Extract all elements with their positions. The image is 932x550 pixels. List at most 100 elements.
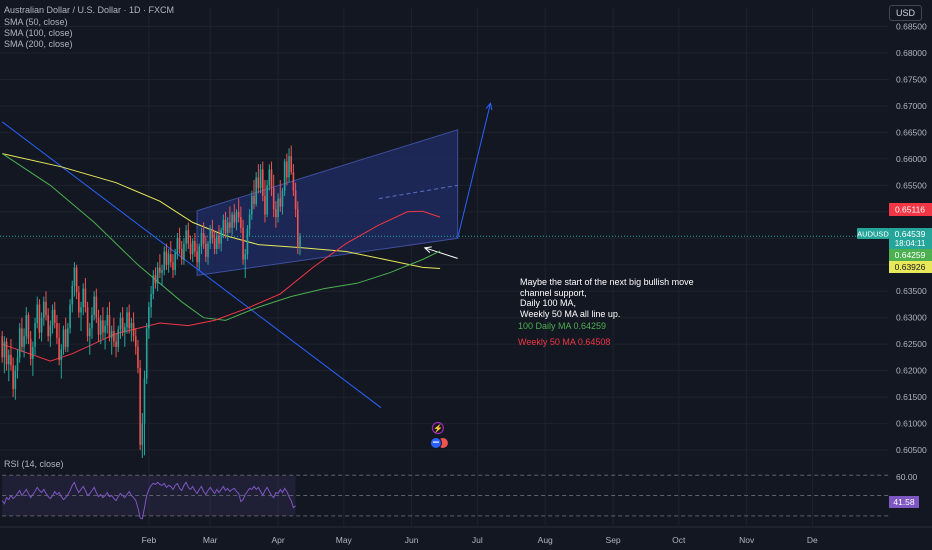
currency-button[interactable]: USD	[888, 5, 922, 21]
candle-body	[93, 296, 95, 316]
channel-midline	[378, 184, 458, 200]
candle-body	[25, 315, 28, 337]
rsi-band	[2, 475, 296, 516]
price-labels: 0.65116 AUDUSD 0.64539 18:04:11 0.64259 …	[857, 203, 932, 508]
candle-body	[113, 330, 115, 342]
indicator-sma-100[interactable]: SMA (100, close)	[4, 28, 73, 38]
candle-body	[205, 243, 207, 257]
candle-body	[69, 304, 71, 329]
channel-fill	[196, 129, 459, 276]
candle-body	[264, 195, 266, 215]
price-label-red: 0.65116	[895, 205, 925, 215]
time-tick-label: May	[336, 535, 353, 545]
lightning-glyph: ⚡	[433, 423, 443, 433]
candle-body	[150, 293, 152, 308]
candle-body	[110, 330, 113, 338]
candle-body	[233, 214, 236, 223]
price-tick-label: 0.60500	[896, 445, 927, 455]
rsi-line	[1, 481, 296, 520]
time-tick-label: Apr	[271, 535, 284, 545]
price-label-red-bg	[889, 203, 932, 216]
candle-body	[45, 301, 47, 316]
candle-body	[167, 254, 170, 265]
candle-body	[290, 156, 293, 173]
indicator-sma-200[interactable]: SMA (200, close)	[4, 39, 73, 49]
time-tick-label: Nov	[739, 535, 755, 545]
candle-body	[5, 341, 8, 365]
price-tick-label: 0.63500	[896, 286, 927, 296]
symbol-label-bg	[857, 228, 889, 239]
event-markers[interactable]: ⚡	[429, 421, 449, 449]
annotation-line: Maybe the start of the next big bullish …	[520, 277, 694, 287]
annotation-ma100: 100 Daily MA 0.64259	[518, 321, 607, 331]
candle-body	[126, 312, 128, 328]
candle-body	[218, 235, 220, 244]
flag-stripe	[432, 441, 439, 443]
candle-body	[226, 222, 229, 233]
candle-body	[277, 198, 279, 218]
candle-body	[172, 262, 174, 271]
last-price-label: 0.64539	[895, 229, 926, 239]
candle-body	[27, 315, 30, 339]
rsi-pane	[1, 474, 889, 520]
price-label-yellow-bg	[889, 261, 932, 273]
candle-body	[128, 312, 130, 329]
annotation-ma50-weekly: Weekly 50 MA 0.64508	[518, 337, 611, 347]
candle-body	[21, 328, 23, 347]
candle-body	[209, 228, 212, 244]
time-tick-label: De	[807, 535, 818, 545]
note-arrow	[424, 247, 458, 259]
drawings	[0, 102, 889, 409]
price-tick-label: 0.61000	[896, 419, 927, 429]
candle-body	[95, 296, 98, 318]
candle-body	[121, 317, 124, 333]
note-arrow-head	[423, 246, 432, 254]
candle-body	[71, 285, 74, 305]
candle-body	[62, 329, 65, 350]
candle-body	[73, 267, 76, 286]
indicator-sma-50[interactable]: SMA (50, close)	[4, 17, 68, 27]
price-tick-label: 0.68000	[896, 48, 927, 58]
candle-body	[288, 156, 290, 178]
price-label-green-bg	[889, 249, 932, 261]
price-tick-label: 0.68500	[896, 22, 927, 32]
candle-body	[253, 195, 255, 204]
candle-body	[255, 177, 257, 204]
candle-body	[286, 161, 288, 178]
candle-body	[244, 254, 247, 260]
price-tick-label: 0.63000	[896, 313, 927, 323]
time-axis[interactable]: Feb Mar Apr May Jun Jul Aug Sep Oct Nov De	[142, 535, 818, 545]
candle-body	[82, 288, 85, 308]
candle-body	[163, 251, 166, 271]
candle-body	[104, 325, 106, 333]
candle-body	[99, 320, 102, 335]
candle-body	[137, 346, 139, 368]
time-tick-label: Jul	[472, 535, 483, 545]
candle-body	[159, 267, 161, 273]
candle-body	[176, 238, 179, 254]
candle-body	[299, 236, 301, 248]
candle-body	[32, 346, 34, 359]
symbol-label: AUDUSD	[857, 230, 889, 239]
candle-body	[67, 328, 69, 347]
price-tick-label: 0.66500	[896, 127, 927, 137]
candle-body	[29, 338, 32, 359]
price-tick-label: 0.61500	[896, 392, 927, 402]
candle-body	[84, 288, 87, 308]
candle-body	[53, 309, 56, 323]
candle-body	[34, 323, 36, 347]
rsi-value-label: 41.58	[893, 497, 915, 507]
candle-body	[189, 243, 192, 255]
candle-body	[97, 317, 100, 335]
candlesticks	[1, 145, 301, 458]
time-tick-label: Aug	[538, 535, 553, 545]
candle-body	[42, 301, 45, 318]
rsi-indicator-label[interactable]: RSI (14, close)	[4, 459, 64, 469]
annotation-line: Weekly 50 MA all line up.	[520, 308, 621, 319]
candle-body	[64, 329, 67, 347]
rsi-value-label-bg	[889, 496, 919, 508]
price-tick-label: 0.67000	[896, 101, 927, 111]
candle-body	[40, 317, 43, 333]
candle-body	[235, 211, 238, 223]
